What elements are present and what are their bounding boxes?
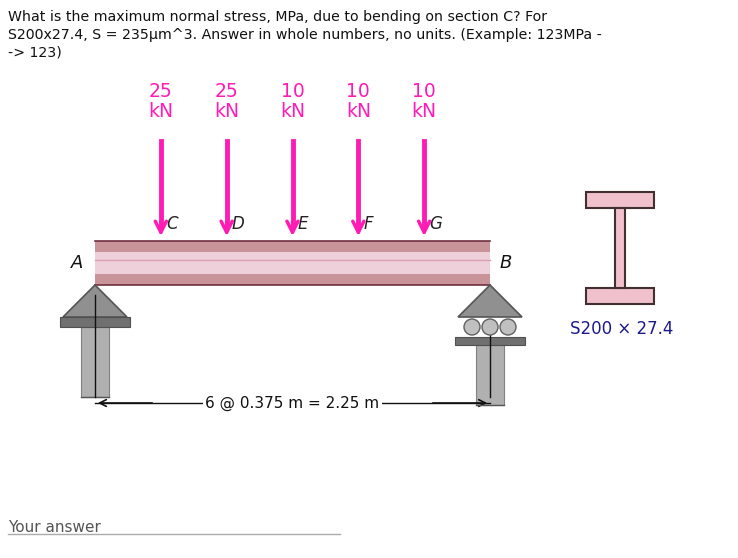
Bar <box>95 274 490 285</box>
Text: E: E <box>297 215 308 233</box>
Text: 10: 10 <box>346 82 370 101</box>
Text: kN: kN <box>214 102 239 121</box>
Bar <box>586 192 654 208</box>
Text: C: C <box>166 215 177 233</box>
Bar <box>455 337 525 345</box>
Text: kN: kN <box>280 102 305 121</box>
Bar <box>81 327 109 397</box>
Bar <box>476 345 504 405</box>
Bar <box>615 208 625 288</box>
Circle shape <box>482 319 498 335</box>
Text: 10: 10 <box>280 82 304 101</box>
Text: kN: kN <box>346 102 371 121</box>
Text: 6 @ 0.375 m = 2.25 m: 6 @ 0.375 m = 2.25 m <box>205 396 379 411</box>
Text: F: F <box>363 215 373 233</box>
Bar <box>60 317 130 327</box>
Text: A: A <box>71 254 83 272</box>
Circle shape <box>500 319 516 335</box>
Text: G: G <box>430 215 442 233</box>
Polygon shape <box>63 285 127 317</box>
Text: 10: 10 <box>413 82 436 101</box>
Polygon shape <box>458 285 522 317</box>
Text: kN: kN <box>148 102 173 121</box>
Text: 25: 25 <box>149 82 173 101</box>
Text: kN: kN <box>412 102 437 121</box>
Bar <box>95 252 490 274</box>
Text: What is the maximum normal stress, MPa, due to bending on section C? For: What is the maximum normal stress, MPa, … <box>8 10 547 24</box>
Text: D: D <box>232 215 244 233</box>
Bar <box>586 288 654 304</box>
Bar <box>95 241 490 252</box>
Text: S200x27.4, S = 235μm^3. Answer in whole numbers, no units. (Example: 123MPa -: S200x27.4, S = 235μm^3. Answer in whole … <box>8 28 602 42</box>
Circle shape <box>464 319 480 335</box>
Text: Your answer: Your answer <box>8 520 101 535</box>
Text: B: B <box>500 254 512 272</box>
Text: S200 × 27.4: S200 × 27.4 <box>570 320 674 338</box>
Text: -> 123): -> 123) <box>8 46 62 60</box>
Text: 25: 25 <box>215 82 238 101</box>
